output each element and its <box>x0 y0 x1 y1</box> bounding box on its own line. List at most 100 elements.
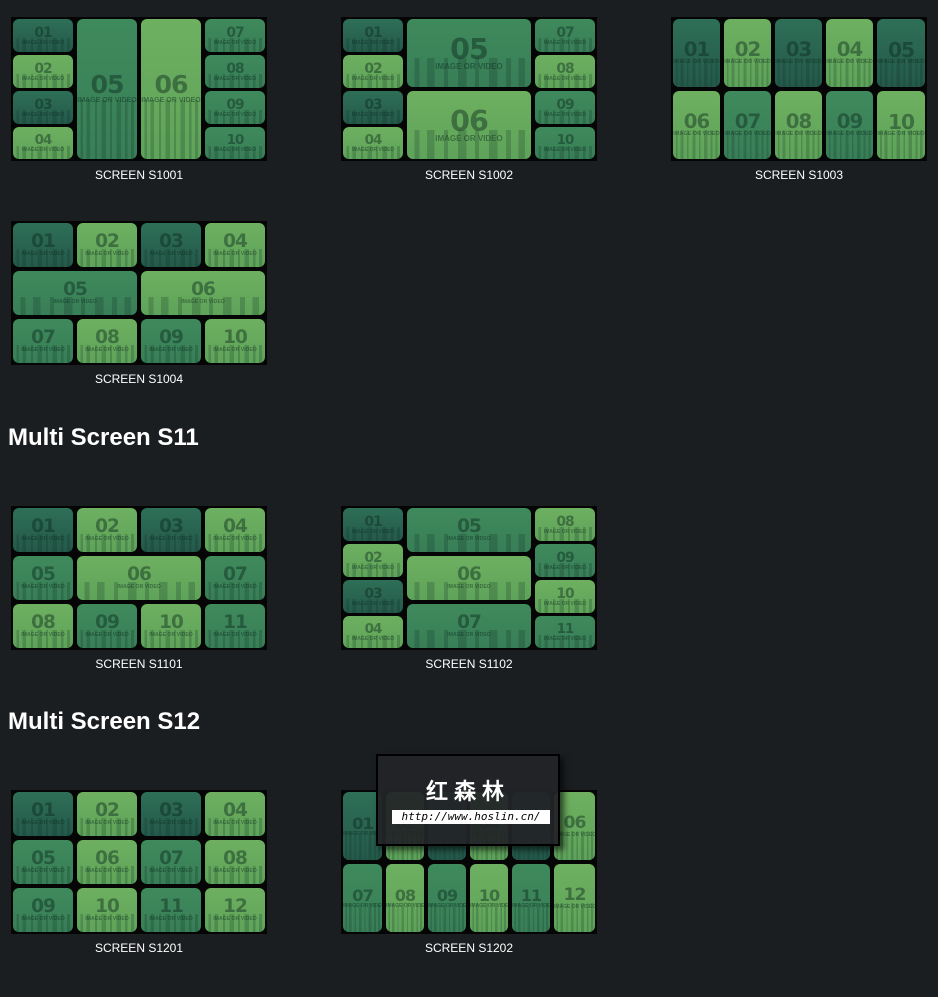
skyline-graphic <box>343 634 403 648</box>
tile-caption: IMAGE OR VIDEO <box>213 147 257 154</box>
skyline-graphic <box>77 913 137 932</box>
tile-caption: IMAGE OR VIDEO <box>343 903 382 910</box>
tile-caption: IMAGE OR VIDEO <box>21 39 65 46</box>
thumbnail-label: SCREEN S1101 <box>95 657 183 671</box>
tile-caption: IMAGE OR VIDEO <box>21 915 65 922</box>
screen-tile: 01 IMAGE OR VIDEO <box>13 508 73 552</box>
screen-tile: 01 IMAGE OR VIDEO <box>343 508 403 541</box>
skyline-graphic <box>205 74 265 88</box>
thumbnail-s1001[interactable]: 01 IMAGE OR VIDEO 02 IMAGE OR VIDEO 03 IMAGE … <box>11 17 267 182</box>
tile-number: 01 <box>683 38 710 62</box>
screen-tile: 01 IMAGE OR VIDEO <box>673 19 720 87</box>
screen-tile: 07 IMAGE OR VIDEO <box>535 19 595 52</box>
skyline-graphic <box>13 248 73 267</box>
thumbnail-label: SCREEN S1201 <box>94 941 184 955</box>
skyline-graphic <box>470 903 508 932</box>
tile-number: 02 <box>364 61 382 78</box>
tile-caption: IMAGE OR VIDEO <box>85 819 129 826</box>
tile-caption: IMAGE OR VIDEO <box>85 346 129 353</box>
screen-tile: 06 IMAGE OR VIDEO <box>141 19 201 159</box>
tile-number: 01 <box>364 25 382 42</box>
tile-caption: IMAGE OR VIDEO <box>775 59 822 66</box>
skyline-graphic <box>673 130 720 159</box>
skyline-graphic <box>141 629 201 648</box>
tile-number: 09 <box>95 612 120 634</box>
thumbnail-s1002[interactable]: 01 IMAGE OR VIDEO 02 IMAGE OR VIDEO 03 IMAGE … <box>341 17 597 182</box>
skyline-graphic <box>77 533 137 552</box>
tile-caption: IMAGE OR VIDEO <box>213 867 257 874</box>
tile-caption: IMAGE OR VIDEO <box>77 97 137 105</box>
skyline-graphic <box>877 130 925 159</box>
tile-number: 08 <box>394 886 416 906</box>
tile-number: 01 <box>31 231 56 253</box>
tile-number: 04 <box>364 621 383 637</box>
tile-caption: IMAGE OR VIDEO <box>512 903 550 910</box>
tile-number: 03 <box>364 586 382 603</box>
tile-caption: IMAGE OR VIDEO <box>351 75 395 82</box>
tile-number: 12 <box>563 885 587 906</box>
tile-caption: IMAGE OR VIDEO <box>351 600 395 607</box>
skyline-graphic <box>535 145 595 159</box>
tile-number: 02 <box>364 550 382 567</box>
skyline-graphic <box>141 248 201 267</box>
tile-number: 05 <box>457 516 482 538</box>
thumbnail-s1102[interactable]: 01 IMAGE OR VIDEO 02 IMAGE OR VIDEO 03 IMAGE … <box>341 506 597 671</box>
skyline-graphic <box>141 344 201 363</box>
tile-caption: IMAGE OR VIDEO <box>470 903 508 910</box>
tile-caption: IMAGE OR VIDEO <box>213 535 257 542</box>
skyline-graphic <box>407 629 531 648</box>
thumbnail-s1004[interactable]: 01 IMAGE OR VIDEO 02 IMAGE OR VIDEO 03 IMAGE … <box>11 221 267 386</box>
tile-caption: IMAGE OR VIDEO <box>21 250 65 257</box>
tile-number: 02 <box>95 800 120 822</box>
tile-number: 10 <box>226 132 245 148</box>
tile-caption: IMAGE OR VIDEO <box>877 131 925 138</box>
skyline-graphic <box>877 58 925 87</box>
tile-caption: IMAGE OR VIDEO <box>149 915 193 922</box>
skyline-graphic <box>554 903 595 932</box>
tile-caption: IMAGE OR VIDEO <box>554 831 595 838</box>
thumbnail-s1201[interactable]: 01 IMAGE OR VIDEO 02 IMAGE OR VIDEO 03 IMAGE … <box>11 790 267 955</box>
tile-number: 06 <box>95 848 120 870</box>
tile-number: 09 <box>31 896 56 918</box>
tile-caption: IMAGE OR VIDEO <box>213 111 257 118</box>
tile-number: 10 <box>887 109 915 134</box>
tile-number: 02 <box>734 38 761 62</box>
tile-caption: IMAGE OR VIDEO <box>85 867 129 874</box>
thumbnail-s1101[interactable]: 01 IMAGE OR VIDEO 02 IMAGE OR VIDEO 03 IMAGE … <box>11 506 267 671</box>
screen-tile: 01 IMAGE OR VIDEO <box>13 223 73 267</box>
tile-number: 10 <box>556 586 574 603</box>
skyline-graphic <box>386 903 424 932</box>
tile-caption: IMAGE OR VIDEO <box>213 583 257 590</box>
skyline-graphic <box>205 913 265 932</box>
skyline-graphic <box>205 581 265 600</box>
tile-caption: IMAGE OR VIDEO <box>21 867 65 874</box>
skyline-graphic <box>205 629 265 648</box>
skyline-graphic <box>343 145 403 159</box>
tile-number: 08 <box>95 327 120 349</box>
tile-caption: IMAGE OR VIDEO <box>435 134 503 144</box>
skyline-graphic <box>826 58 873 87</box>
skyline-graphic <box>13 629 73 648</box>
tile-caption: IMAGE OR VIDEO <box>21 535 65 542</box>
screen-tile: 07 IMAGE OR VIDEO <box>407 604 531 648</box>
tile-caption: IMAGE OR VIDEO <box>149 819 193 826</box>
skyline-graphic <box>141 865 201 884</box>
skyline-graphic <box>512 903 550 932</box>
tile-caption: IMAGE OR VIDEO <box>543 75 587 82</box>
tile-caption: IMAGE OR VIDEO <box>826 131 873 138</box>
thumbnail-s1003[interactable]: 01 IMAGE OR VIDEO 02 IMAGE OR VIDEO 03 IMAGE … <box>671 17 927 182</box>
tile-number: 12 <box>223 896 248 918</box>
